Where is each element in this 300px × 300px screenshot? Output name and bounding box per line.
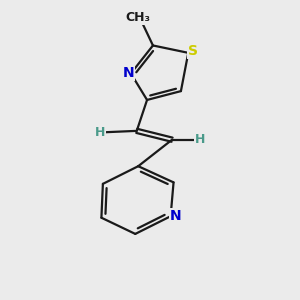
Text: H: H	[195, 133, 205, 146]
Text: S: S	[188, 44, 198, 58]
Text: N: N	[170, 209, 182, 223]
Text: H: H	[95, 126, 105, 139]
Text: CH₃: CH₃	[126, 11, 151, 24]
Text: N: N	[123, 66, 134, 80]
